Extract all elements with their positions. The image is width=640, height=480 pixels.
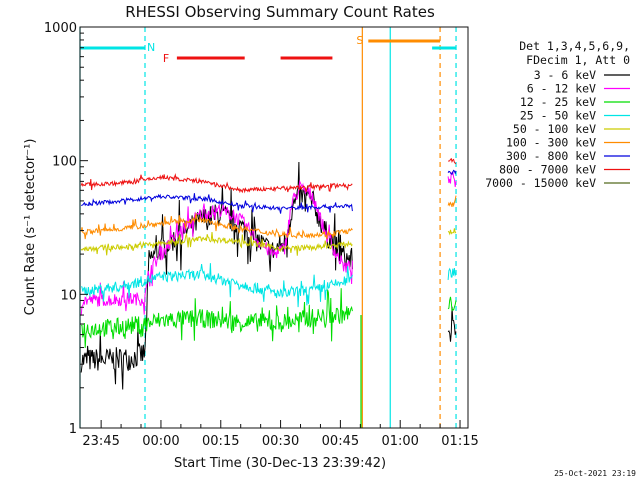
legend-header-0: Det 1,3,4,5,6,9,	[519, 39, 630, 53]
legend-entry-6: 300 - 800 keV	[506, 149, 596, 163]
flag-label-F: F	[163, 52, 169, 65]
legend-entry-4: 50 - 100 keV	[513, 122, 596, 136]
chart-title: RHESSI Observing Summary Count Rates	[125, 3, 435, 21]
legend: Det 1,3,4,5,6,9,FDecim 1, Att 03 - 6 keV…	[485, 39, 630, 190]
series-line-2-a	[81, 288, 353, 348]
series-line-2-b	[447, 296, 457, 312]
y-tick-label-3: 1000	[44, 21, 77, 36]
series-lines	[80, 157, 457, 390]
vertical-markers	[79, 27, 457, 428]
legend-entry-8: 7000 - 15000 keV	[485, 176, 596, 190]
x-tick-label-4: 00:45	[322, 434, 359, 449]
flag-bars: NF S	[80, 34, 457, 65]
legend-header-1: FDecim 1, Att 0	[526, 53, 630, 67]
y-tick-label-2: 100	[52, 155, 77, 170]
series-line-1-a	[80, 179, 353, 316]
series-line-6-b	[447, 169, 457, 175]
flag-label-N: N	[147, 41, 155, 54]
axis-ticks: 23:45 00:00 00:15 00:30 00:45 01:00 01:15 1 10 10…	[44, 21, 479, 449]
series-line-5-b	[447, 195, 457, 208]
flag-label-S: S	[356, 34, 363, 47]
legend-entry-2: 12 - 25 keV	[520, 95, 596, 109]
series-line-3-b	[447, 267, 457, 280]
x-axis-label: Start Time (30-Dec-13 23:39:42)	[174, 456, 386, 471]
legend-entry-0: 3 - 6 keV	[534, 68, 596, 82]
y-tick-label-1: 10	[60, 288, 77, 303]
series-line-5-a	[80, 213, 353, 240]
legend-entry-3: 25 - 50 keV	[520, 109, 596, 123]
series-line-7-a	[80, 173, 353, 194]
legend-entry-5: 100 - 300 keV	[506, 136, 596, 150]
series-line-0-b	[447, 306, 457, 342]
x-tick-label-0: 23:45	[82, 434, 119, 449]
series-line-4-b	[447, 228, 457, 236]
y-axis-label: Count Rate (s⁻¹ detector⁻¹)	[23, 139, 38, 316]
legend-entry-1: 6 - 12 keV	[527, 82, 596, 96]
plot-frame	[79, 26, 469, 429]
x-tick-label-3: 00:30	[262, 434, 299, 449]
series-line-6-a	[80, 193, 353, 214]
legend-entry-7: 800 - 7000 keV	[499, 163, 596, 177]
series-line-7-b	[447, 157, 457, 165]
x-tick-label-6: 01:15	[441, 434, 478, 449]
series-line-3-a	[80, 263, 353, 308]
x-tick-label-2: 00:15	[202, 434, 239, 449]
x-tick-label-1: 00:00	[142, 434, 179, 449]
timestamp: 25-Oct-2021 23:19	[554, 469, 636, 478]
x-tick-label-5: 01:00	[381, 434, 418, 449]
series-line-4-a	[80, 232, 353, 256]
y-tick-label-0: 1	[69, 422, 77, 437]
